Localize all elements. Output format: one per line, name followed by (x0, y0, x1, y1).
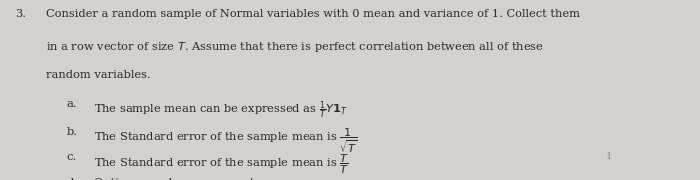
Text: Consider a random sample of Normal variables with 0 mean and variance of 1. Coll: Consider a random sample of Normal varia… (46, 9, 580, 19)
Text: The Standard error of the sample mean is $\dfrac{1}{\sqrt{T}}$: The Standard error of the sample mean is… (94, 127, 358, 155)
Text: The Standard error of the sample mean is $\dfrac{T}{T}$: The Standard error of the sample mean is… (94, 152, 350, 176)
Text: c.: c. (66, 152, 76, 162)
Text: d.: d. (66, 178, 78, 180)
Text: Option a. and c. are correct: Option a. and c. are correct (94, 178, 255, 180)
Text: a.: a. (66, 99, 77, 109)
Text: b.: b. (66, 127, 78, 137)
Text: 3.: 3. (15, 9, 27, 19)
Text: in a row vector of size $T$. Assume that there is perfect correlation between al: in a row vector of size $T$. Assume that… (46, 40, 543, 54)
Text: The sample mean can be expressed as $\frac{1}{T}Y\mathbf{1}_T$: The sample mean can be expressed as $\fr… (94, 99, 349, 121)
Text: random variables.: random variables. (46, 70, 150, 80)
Text: 1: 1 (606, 152, 612, 161)
